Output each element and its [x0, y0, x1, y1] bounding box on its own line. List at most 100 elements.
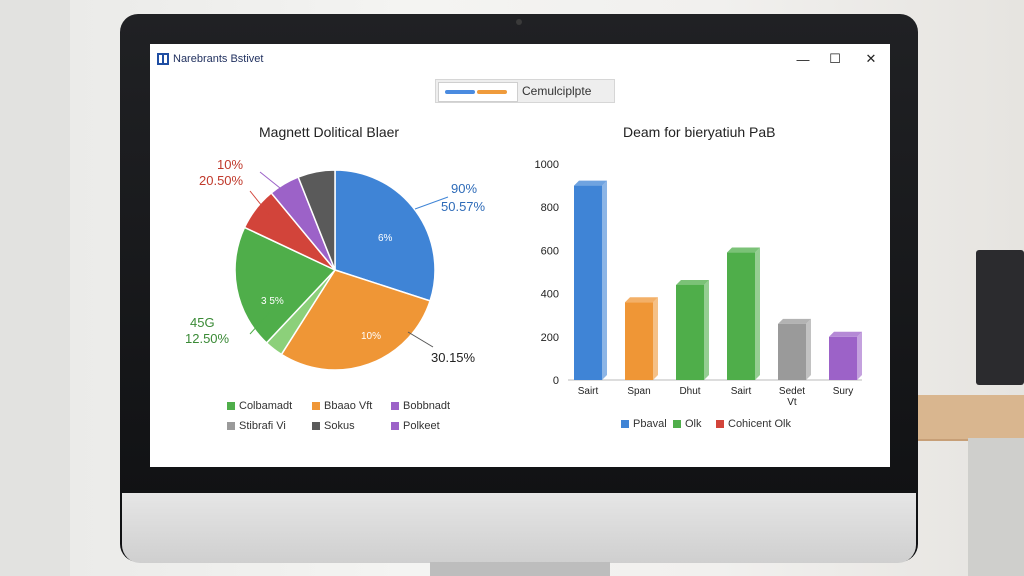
close-icon: ✕ — [865, 51, 877, 66]
legend-swatch — [227, 422, 235, 430]
pie-legend-item: Stibrafi Vi — [227, 420, 286, 432]
pie-chart-title: Magnett Dolitical Blaer — [259, 124, 400, 140]
bar-side — [704, 279, 709, 380]
x-tick-label: Sairt — [731, 386, 752, 397]
x-tick-label: Sairt — [578, 386, 599, 397]
pie-legend-item: Bbaao Vft — [312, 400, 372, 412]
legend-swatch — [716, 420, 724, 428]
legend-label: Pbaval — [633, 418, 667, 430]
bar-side — [653, 297, 658, 380]
x-tick-label: Span — [627, 386, 650, 397]
bar — [574, 185, 602, 380]
bar-top — [727, 247, 760, 253]
monitor-stand — [430, 562, 610, 576]
app-icon — [157, 53, 169, 65]
pie-label-1250: 12.50% — [185, 331, 230, 346]
leader-line — [249, 190, 271, 217]
bar — [778, 323, 806, 380]
minimize-icon: — — [796, 51, 810, 67]
pie-label-2050: 20.50% — [199, 173, 244, 188]
bar-side — [755, 247, 760, 380]
camera-dot — [516, 19, 522, 25]
bar-side — [806, 318, 811, 380]
app-window: Narebrants Bstivet — ☐ ✕ Cemulciplpte Ma… — [150, 44, 890, 467]
y-tick-label: 400 — [541, 289, 559, 301]
pie-legend-item: Bobbnadt — [391, 400, 450, 412]
bar-legend-item: Cohicent Olk — [716, 418, 791, 430]
pie-legend-item: Polkeet — [391, 420, 440, 432]
bar-top — [574, 180, 607, 186]
pie-label-45g: 45G — [190, 315, 215, 330]
pie-slice — [334, 169, 436, 302]
bar-top — [829, 331, 862, 337]
title-bar: Narebrants Bstivet — ☐ ✕ — [150, 44, 890, 74]
legend-swatch — [312, 422, 320, 430]
y-tick-label: 0 — [553, 375, 559, 387]
legend-swatch — [621, 420, 629, 428]
legend-swatch — [312, 402, 320, 410]
maximize-icon: ☐ — [829, 51, 841, 66]
pie-slice — [280, 269, 432, 371]
toggle-indicator-orange — [477, 90, 507, 94]
background-shelf — [915, 395, 1024, 439]
toggle-indicator-blue — [445, 90, 475, 94]
pie-inner-label-orange: 10% — [361, 331, 382, 342]
leader-line — [414, 196, 449, 210]
pie-legend-item: Sokus — [312, 420, 355, 432]
legend-label: Cohicent Olk — [728, 418, 791, 430]
x-tick-label: Dhut — [679, 386, 700, 397]
y-tick-label: 1000 — [535, 159, 559, 171]
close-button[interactable]: ✕ — [860, 49, 882, 69]
pie-label-10: 10% — [217, 157, 244, 172]
x-tick-label: Sury — [833, 386, 854, 397]
y-tick-label: 800 — [541, 202, 559, 214]
bar-legend-item: Olk — [673, 418, 702, 430]
legend-label: Polkeet — [403, 420, 440, 432]
legend-label: Sokus — [324, 420, 355, 432]
x-tick-label: Sedet — [779, 386, 805, 397]
bar-chart-title: Deam for bieryatiuh PaB — [623, 124, 776, 140]
toggle-label: Cemulciplpte — [522, 84, 592, 98]
bar — [727, 252, 755, 380]
background-cabinet — [968, 438, 1024, 576]
legend-label: Stibrafi Vi — [239, 420, 286, 432]
view-toggle[interactable]: Cemulciplpte — [435, 79, 615, 103]
window-title: Narebrants Bstivet — [173, 53, 264, 65]
leader-line — [407, 331, 434, 348]
legend-label: Olk — [685, 418, 702, 430]
bar-chart: 0 200 400 600 800 1000 Sairt Span Dhut Sairt Sedet… — [535, 159, 862, 408]
legend-swatch — [391, 402, 399, 410]
legend-swatch — [391, 422, 399, 430]
pie-label-3015: 30.15% — [431, 350, 476, 365]
bar — [625, 302, 653, 380]
bar-side — [857, 331, 862, 380]
background-monitor — [976, 250, 1024, 385]
x-tick-label: Vt — [787, 397, 797, 408]
pie-label-5057: 50.57% — [441, 199, 486, 214]
legend-swatch — [673, 420, 681, 428]
leader-line — [249, 311, 271, 335]
pie-inner-label-blue: 6% — [378, 233, 393, 244]
legend-swatch — [227, 402, 235, 410]
pie-legend-item: Colbamadt — [227, 400, 292, 412]
legend-label: Colbamadt — [239, 400, 293, 412]
bar-top — [625, 297, 658, 303]
bar-side — [602, 180, 607, 380]
pie-slice — [297, 169, 336, 271]
bar-top — [778, 318, 811, 324]
pie-label-90: 90% — [451, 181, 478, 196]
legend-label: Bobbnadt — [403, 400, 451, 412]
pie-chart — [234, 169, 449, 371]
minimize-button[interactable]: — — [792, 49, 814, 69]
bar-top — [676, 279, 709, 285]
maximize-button[interactable]: ☐ — [824, 49, 846, 69]
legend-label: Bbaao Vft — [324, 400, 373, 412]
y-tick-label: 200 — [541, 332, 559, 344]
background-wall — [0, 0, 70, 576]
bar — [829, 336, 857, 380]
monitor-chin — [122, 493, 916, 563]
pie-slice — [234, 226, 337, 344]
y-tick-label: 600 — [541, 245, 559, 257]
toggle-segment[interactable] — [438, 82, 518, 102]
leader-line — [259, 171, 286, 193]
